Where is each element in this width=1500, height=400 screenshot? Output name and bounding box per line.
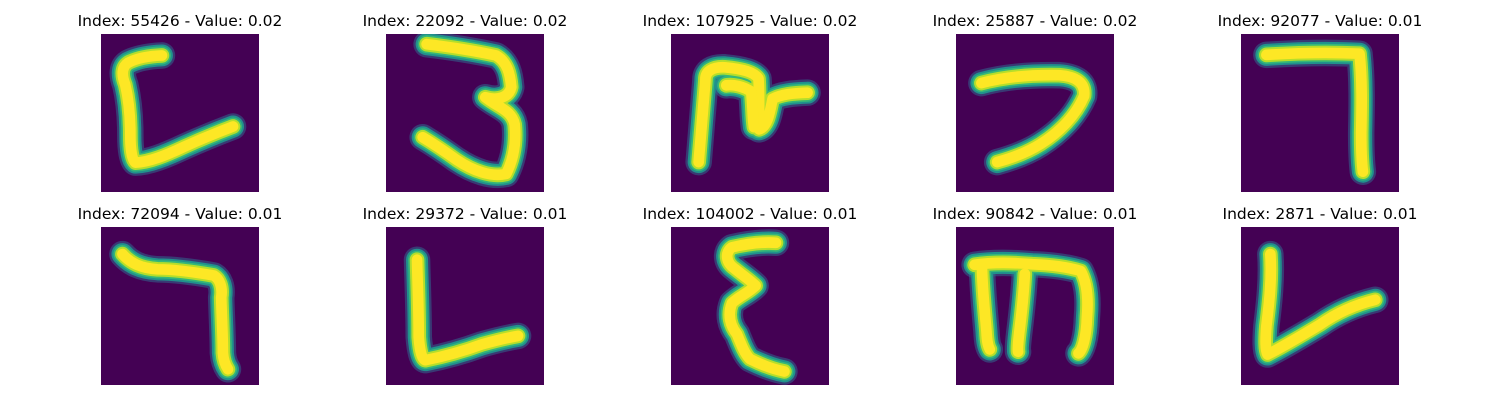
glyph-stroke: [721, 237, 790, 377]
panel-title: Index: 92077 - Value: 0.01: [1217, 12, 1423, 30]
glyph-stroke: [417, 38, 521, 181]
glyph-stroke: [1012, 268, 1031, 358]
panel-title: Index: 29372 - Value: 0.01: [362, 205, 568, 223]
digit-svg: [956, 227, 1114, 385]
panel-title: Index: 22092 - Value: 0.02: [362, 12, 568, 30]
digit-image: [101, 227, 259, 385]
digit-svg: [101, 227, 259, 385]
glyph-stroke: [117, 50, 239, 169]
digit-image: [671, 227, 829, 385]
glyph-stroke: [969, 257, 1093, 359]
glyph-stroke: [1260, 248, 1381, 360]
digit-image: [956, 227, 1114, 385]
digit-image: [671, 34, 829, 192]
digit-svg: [671, 34, 829, 192]
digit-image: [386, 227, 544, 385]
glyph-stroke: [720, 79, 760, 133]
digit-image: [386, 34, 544, 192]
panel-title: Index: 25887 - Value: 0.02: [932, 12, 1138, 30]
panel-title: Index: 90842 - Value: 0.01: [932, 205, 1138, 223]
digit-image: [101, 34, 259, 192]
glyph-stroke: [976, 262, 996, 355]
glyph-stroke: [976, 69, 1090, 168]
glyph-stroke: [411, 254, 524, 366]
glyph-stroke: [117, 248, 234, 375]
digit-image: [1241, 227, 1399, 385]
digit-svg: [386, 227, 544, 385]
panel-title: Index: 55426 - Value: 0.02: [77, 12, 283, 30]
panel-title: Index: 104002 - Value: 0.01: [642, 205, 858, 223]
digit-svg: [956, 34, 1114, 192]
glyph-stroke: [1261, 47, 1369, 178]
panel-title: Index: 2871 - Value: 0.01: [1222, 205, 1418, 223]
digit-svg: [671, 227, 829, 385]
panel-title: Index: 72094 - Value: 0.01: [77, 205, 283, 223]
glyph-stroke: [693, 61, 813, 168]
digit-svg: [101, 34, 259, 192]
digit-image: [956, 34, 1114, 192]
digit-svg: [386, 34, 544, 192]
digit-svg: [1241, 34, 1399, 192]
digit-svg: [1241, 227, 1399, 385]
digit-image: [1241, 34, 1399, 192]
panel-title: Index: 107925 - Value: 0.02: [642, 12, 858, 30]
